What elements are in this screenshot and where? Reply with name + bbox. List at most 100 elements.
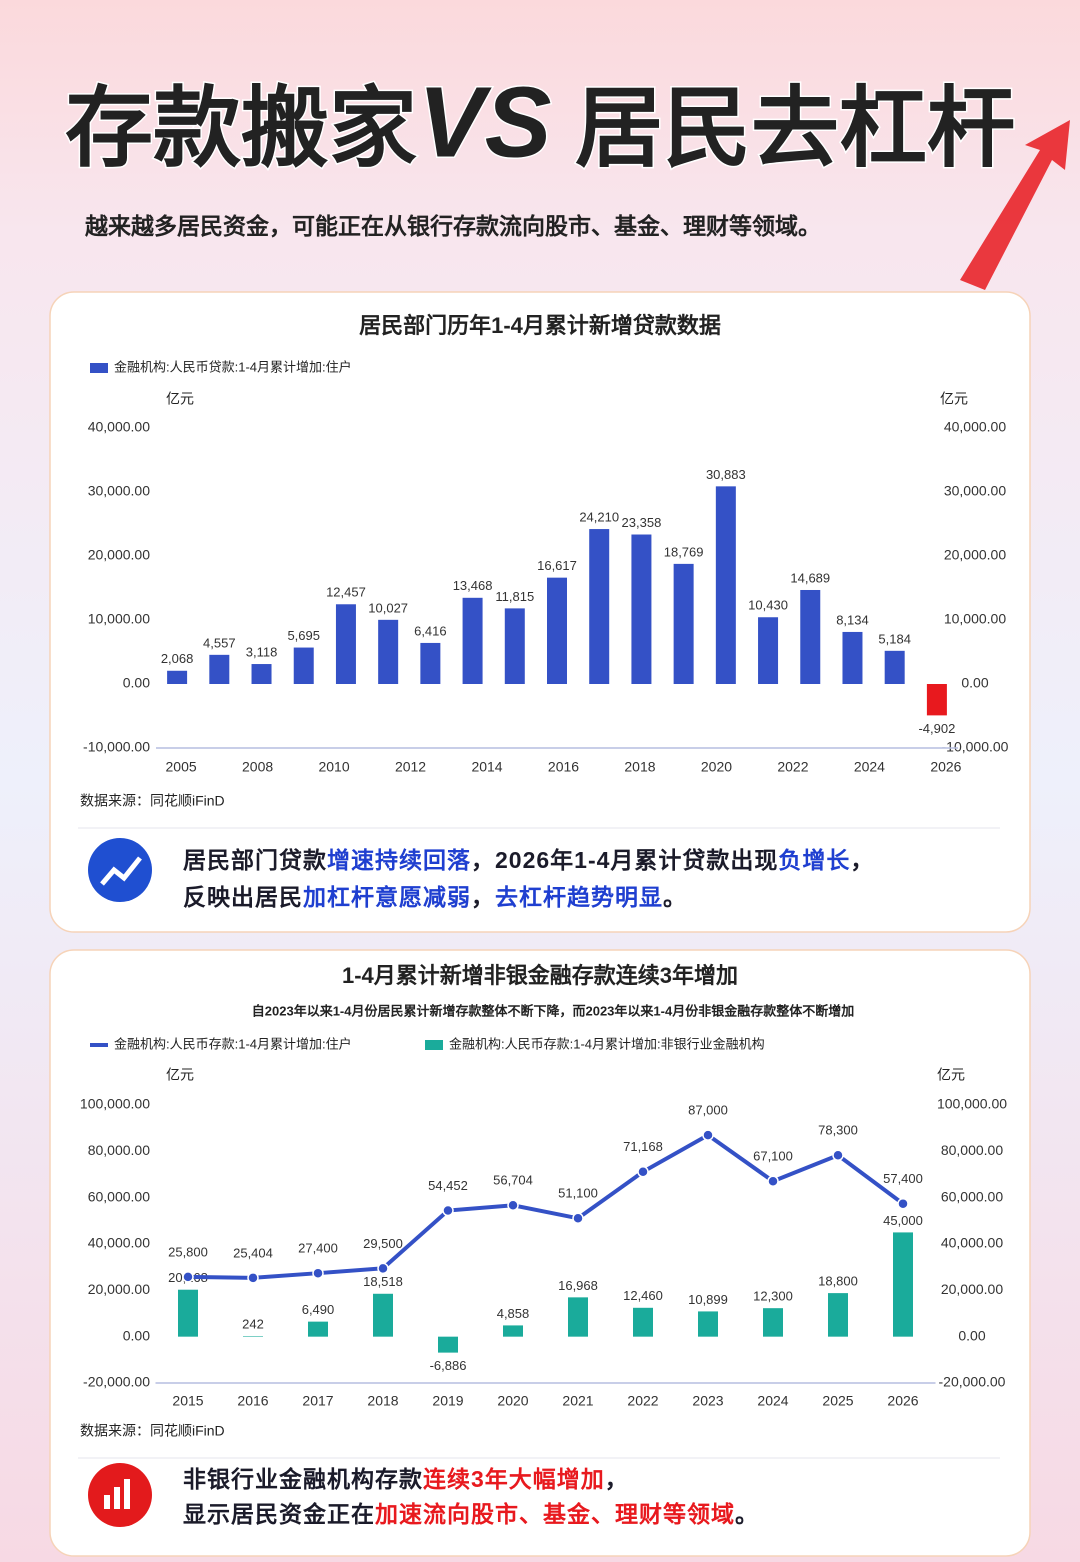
x-tick-label: 2026 <box>887 1393 918 1409</box>
value-label: 27,400 <box>298 1241 338 1256</box>
value-label: 57,400 <box>883 1171 923 1186</box>
value-label: 13,468 <box>453 578 493 593</box>
value-label: 25,404 <box>233 1245 273 1260</box>
note-segment: ，2026年1-4月累计贷款出现 <box>471 847 778 873</box>
value-label: 30,883 <box>706 467 746 482</box>
bar <box>167 670 188 684</box>
note-segment: 连续3年大幅增加 <box>423 1466 605 1492</box>
y2-tick-label: 40,000.00 <box>941 1235 1003 1251</box>
source: 数据来源：同花顺iFinD <box>80 793 225 809</box>
note-segment: ， <box>605 1466 629 1492</box>
value-label: 12,300 <box>753 1289 793 1304</box>
x-tick-label: 2022 <box>777 759 808 775</box>
point <box>507 1199 519 1212</box>
y-tick-label: 100,000.00 <box>80 1096 150 1112</box>
y-tick-label: 0.00 <box>123 1327 150 1343</box>
note-segment: 居民部门贷款 <box>183 847 327 873</box>
value-label: 6,490 <box>302 1302 335 1317</box>
card <box>49 949 1031 1557</box>
bar <box>462 597 483 684</box>
value-label: 10,430 <box>748 598 788 613</box>
note-segment: 显示居民资金正在 <box>183 1501 375 1527</box>
unit-label: 亿元 <box>166 1067 194 1083</box>
chart-title: 居民部门历年1-4月累计新增贷款数据 <box>359 313 721 338</box>
value-label: 5,695 <box>287 628 320 643</box>
x-tick-label: 2005 <box>166 759 197 775</box>
note-segment: 负增长 <box>778 847 850 873</box>
bar <box>547 577 567 684</box>
y2-tick-label: 20,000.00 <box>944 547 1006 563</box>
unit-label: 亿元 <box>940 391 968 407</box>
value-label: 45,000 <box>883 1213 923 1228</box>
x-tick-label: 2024 <box>854 759 885 775</box>
bar <box>926 684 947 716</box>
bar <box>631 534 652 684</box>
value-label: 87,000 <box>688 1103 728 1118</box>
value-label: 56,704 <box>493 1173 533 1188</box>
value-label: 4,858 <box>497 1306 530 1321</box>
title-vs: VS <box>418 66 551 178</box>
bar <box>884 650 905 684</box>
x-tick-label: 2012 <box>395 759 426 775</box>
value-label: 4,557 <box>203 635 236 650</box>
point <box>182 1271 194 1283</box>
x-tick-label: 2016 <box>548 759 579 775</box>
y-tick-label: 20,000.00 <box>88 547 150 563</box>
value-label: 10,899 <box>688 1292 728 1307</box>
value-label: 16,617 <box>537 558 577 573</box>
x-tick-label: 2023 <box>692 1393 723 1409</box>
bar <box>763 1308 783 1337</box>
bar <box>438 1336 458 1353</box>
x-tick-label: 2018 <box>367 1393 398 1409</box>
note-icon <box>88 838 152 902</box>
bar <box>293 647 314 684</box>
value-label: -4,902 <box>918 721 955 736</box>
note-segment: ， <box>471 884 495 910</box>
bar <box>308 1321 328 1337</box>
value-label: 5,184 <box>878 631 911 646</box>
value-label: 78,300 <box>818 1123 858 1138</box>
legend-label: 金融机构:人民币存款:1-4月累计增加:住户 <box>114 1036 352 1051</box>
y-tick-label: 0.00 <box>123 675 150 691</box>
y-tick-label: 20,000.00 <box>88 1281 150 1297</box>
legend-swatch <box>425 1040 443 1050</box>
x-tick-label: 2024 <box>757 1393 788 1409</box>
y2-tick-label: 10,000.00 <box>944 611 1006 627</box>
y2-tick-label: 0.00 <box>961 675 988 691</box>
value-label: 18,769 <box>664 544 704 559</box>
y2-tick-label: 80,000.00 <box>941 1142 1003 1158</box>
value-label: 242 <box>242 1317 264 1332</box>
legend-label: 金融机构:人民币存款:1-4月累计增加:非银行业金融机构 <box>449 1036 765 1051</box>
note-segment: 去杠杆趋势明显 <box>495 884 663 910</box>
bar <box>758 617 779 684</box>
bar <box>673 563 694 684</box>
y2-tick-label: 100,000.00 <box>937 1096 1007 1112</box>
value-label: 12,457 <box>326 585 366 600</box>
bar <box>589 529 610 684</box>
note-segment: 。 <box>663 884 687 910</box>
bar <box>715 486 736 684</box>
bar <box>378 619 399 684</box>
chart-title: 1-4月累计新增非银金融存款连续3年增加 <box>342 963 738 988</box>
y2-tick-label: -10,000.00 <box>942 739 1009 755</box>
bar <box>568 1297 588 1337</box>
x-tick-label: 2008 <box>242 759 273 775</box>
unit-label: 亿元 <box>937 1067 965 1083</box>
note-segment: 。 <box>735 1501 759 1527</box>
note-icon <box>88 1463 152 1527</box>
bar <box>209 654 230 684</box>
x-tick-label: 2014 <box>471 759 502 775</box>
value-label: 11,815 <box>495 589 534 604</box>
y-tick-label: 80,000.00 <box>88 1142 150 1158</box>
value-label: 23,358 <box>622 515 662 530</box>
value-label: 8,134 <box>836 612 869 627</box>
x-tick-label: 2020 <box>497 1393 528 1409</box>
bar <box>251 664 272 684</box>
y2-tick-label: -20,000.00 <box>939 1374 1006 1390</box>
value-label: 14,689 <box>790 570 830 585</box>
y-tick-label: 60,000.00 <box>88 1188 150 1204</box>
x-tick-label: 2015 <box>172 1393 203 1409</box>
y-tick-label: -10,000.00 <box>83 739 150 755</box>
point <box>247 1272 259 1284</box>
